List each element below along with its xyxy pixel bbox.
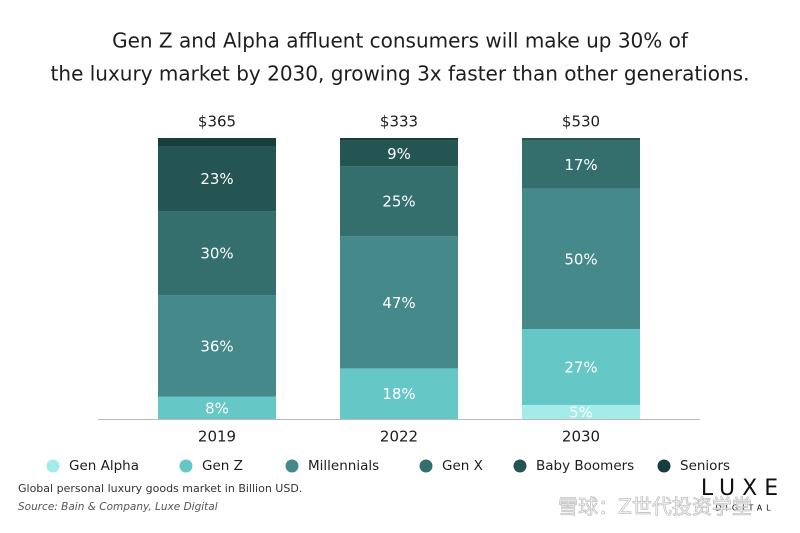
value-label: 27% (564, 359, 597, 377)
legend-marker (285, 459, 299, 473)
value-label: 9% (387, 145, 411, 163)
x-tick-label: 2019 (198, 428, 236, 446)
legend-label: Gen X (442, 458, 483, 474)
legend-label: Gen Alpha (69, 458, 139, 474)
bar-segment (340, 166, 458, 237)
bar-segment (522, 188, 640, 330)
bar-segment (158, 211, 276, 296)
total-label: $530 (562, 113, 600, 131)
bar-segment (340, 368, 458, 419)
logo-sub: DIGITAL (715, 504, 774, 513)
total-label: $333 (380, 113, 418, 131)
value-label: 36% (200, 337, 233, 355)
chart-title: Gen Z and Alpha affluent consumers will … (112, 29, 689, 53)
bar-segment (340, 140, 458, 167)
legend-label: Seniors (680, 458, 730, 474)
value-label: 8% (205, 399, 229, 417)
value-label: 17% (564, 156, 597, 174)
value-label: 50% (564, 250, 597, 268)
legend-marker (46, 459, 60, 473)
legend-label: Gen Z (202, 458, 243, 474)
legend-marker (657, 459, 671, 473)
value-label: 23% (200, 170, 233, 188)
logo: LUXE (701, 476, 785, 501)
value-label: 5% (569, 403, 593, 421)
bar-segment (522, 404, 640, 419)
chart-title: the luxury market by 2030, growing 3x fa… (51, 62, 750, 86)
bar-segment (522, 140, 640, 189)
total-label: $365 (198, 113, 236, 131)
bar-segment (340, 138, 458, 141)
legend-marker (513, 459, 527, 473)
bar-segment (340, 236, 458, 369)
note: Global personal luxury goods market in B… (18, 482, 302, 495)
legend-label: Millennials (308, 458, 379, 474)
value-label: 25% (382, 193, 415, 211)
legend-label: Baby Boomers (536, 458, 634, 474)
bar-segment (522, 329, 640, 405)
bar-segment (158, 396, 276, 419)
value-label: 18% (382, 385, 415, 403)
value-label: 30% (200, 245, 233, 263)
legend-marker (179, 459, 193, 473)
bar-segment (158, 295, 276, 397)
bar-segment (158, 146, 276, 212)
bar-segment (158, 138, 276, 147)
value-label: 47% (382, 294, 415, 312)
watermark: 雪球：Z世代投资学堂 (558, 495, 752, 519)
legend-marker (419, 459, 433, 473)
x-tick-label: 2030 (562, 428, 600, 446)
bar-segment (522, 138, 640, 141)
source: Source: Bain & Company, Luxe Digital (18, 501, 218, 513)
x-tick-label: 2022 (380, 428, 418, 446)
